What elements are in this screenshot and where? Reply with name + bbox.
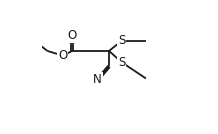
Text: O: O xyxy=(68,29,77,42)
Text: N: N xyxy=(93,73,102,86)
Text: S: S xyxy=(118,56,125,69)
Text: O: O xyxy=(58,49,67,62)
Text: S: S xyxy=(118,34,125,47)
